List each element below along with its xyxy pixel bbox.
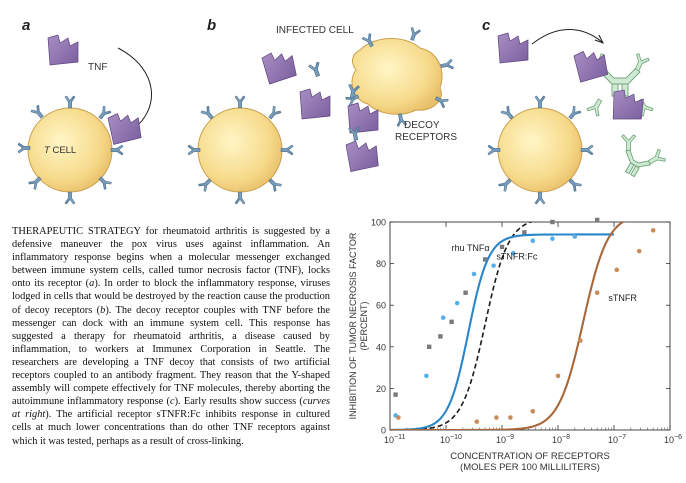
tnf-label: TNF (88, 62, 107, 73)
panel-b-letter: b (207, 17, 216, 34)
x-tick-label: 10−11 (384, 434, 405, 445)
data-point (424, 373, 429, 379)
data-point (393, 392, 398, 397)
data-point (530, 408, 536, 414)
data-point (494, 415, 499, 420)
x-tick-label: 10−6 (664, 434, 682, 445)
curve-rhu-tnf- (390, 222, 534, 430)
tnf-molecule-icon (47, 34, 79, 66)
illustration-strip: a TNF T CELL b INFECTED CELL (17, 17, 667, 205)
x-tick-label: 10−7 (608, 434, 626, 445)
inhibition-chart: 0 20 40 60 80 100 10−11 10−10 10−9 10−8 10−7 10−6 CO… (348, 217, 682, 473)
x-tick-label: 10−8 (552, 434, 570, 445)
data-point (508, 415, 513, 420)
data-point (555, 373, 561, 379)
data-point (614, 267, 620, 273)
y-axis-label: INHIBITION OF TUMOR NECROSIS FACTOR (348, 232, 358, 419)
data-point (550, 236, 555, 241)
series-label: sTNFR:Fc (496, 251, 537, 261)
x-tick-label: 10−10 (440, 434, 462, 445)
tnf-molecule-icon (573, 47, 609, 83)
decoy-label-2: RECEPTORS (395, 132, 457, 143)
panel-a-letter: a (22, 17, 30, 34)
infected-cell (351, 38, 443, 115)
y-tick-label: 100 (371, 218, 386, 228)
figure-caption: THERAPEUTIC STRATEGY for rheumatoid arth… (12, 226, 330, 447)
y-tick-label: 60 (376, 301, 386, 311)
x-axis-sublabel: (MOLES PER 100 MILLILITERS) (460, 462, 600, 472)
data-point (463, 290, 468, 295)
data-point (650, 228, 656, 233)
data-point (572, 234, 578, 239)
data-point (474, 419, 480, 424)
data-point (595, 217, 600, 223)
panel-c-letter: c (482, 17, 491, 34)
arrow-icon (531, 29, 603, 45)
tnf-molecule-icon (261, 48, 298, 85)
x-tick-label: 10−9 (496, 434, 514, 445)
data-point (396, 415, 401, 420)
tnf-molecule-icon (299, 88, 331, 120)
tnf-molecule-icon (497, 32, 529, 64)
t-cell-protected (497, 107, 583, 193)
curved-arrow-icon (117, 47, 152, 131)
t-cell-label: T CELL (44, 145, 76, 156)
y-tick-label: 40 (376, 342, 386, 352)
data-point (449, 319, 454, 325)
x-axis-label: CONCENTRATION OF RECEPTORS (450, 451, 610, 462)
data-point (550, 219, 555, 225)
curve-stnfr-fc (390, 233, 614, 430)
data-point (510, 250, 516, 256)
y-tick-label: 20 (376, 384, 386, 394)
series-label: rhu TNFα (452, 243, 490, 253)
data-point (454, 300, 460, 306)
series-label: sTNFR (608, 293, 637, 303)
data-point (427, 344, 432, 349)
tnf-bound-icon (107, 110, 142, 146)
data-point (636, 248, 642, 254)
data-point (471, 271, 477, 277)
curve-stnfr (390, 222, 625, 430)
data-point (491, 263, 496, 268)
tissue-cell (197, 107, 283, 193)
data-point (530, 238, 536, 244)
data-point (483, 257, 488, 262)
infected-cell-label: INFECTED CELL (276, 25, 354, 36)
data-point (594, 290, 600, 296)
decoy-label-1: DECOY (404, 120, 440, 131)
data-point (440, 315, 446, 320)
y-tick-label: 80 (376, 259, 386, 269)
y-axis-sublabel: (PERCENT) (359, 301, 369, 350)
data-point (522, 230, 527, 235)
data-point (499, 244, 505, 250)
free-stnfr-fc-construct (621, 134, 667, 178)
decoy-receptor-icon (307, 61, 324, 79)
data-point (438, 334, 443, 339)
tnf-molecule-icon (345, 138, 380, 173)
data-point (578, 338, 583, 343)
y-tick-label: 0 (381, 426, 386, 436)
